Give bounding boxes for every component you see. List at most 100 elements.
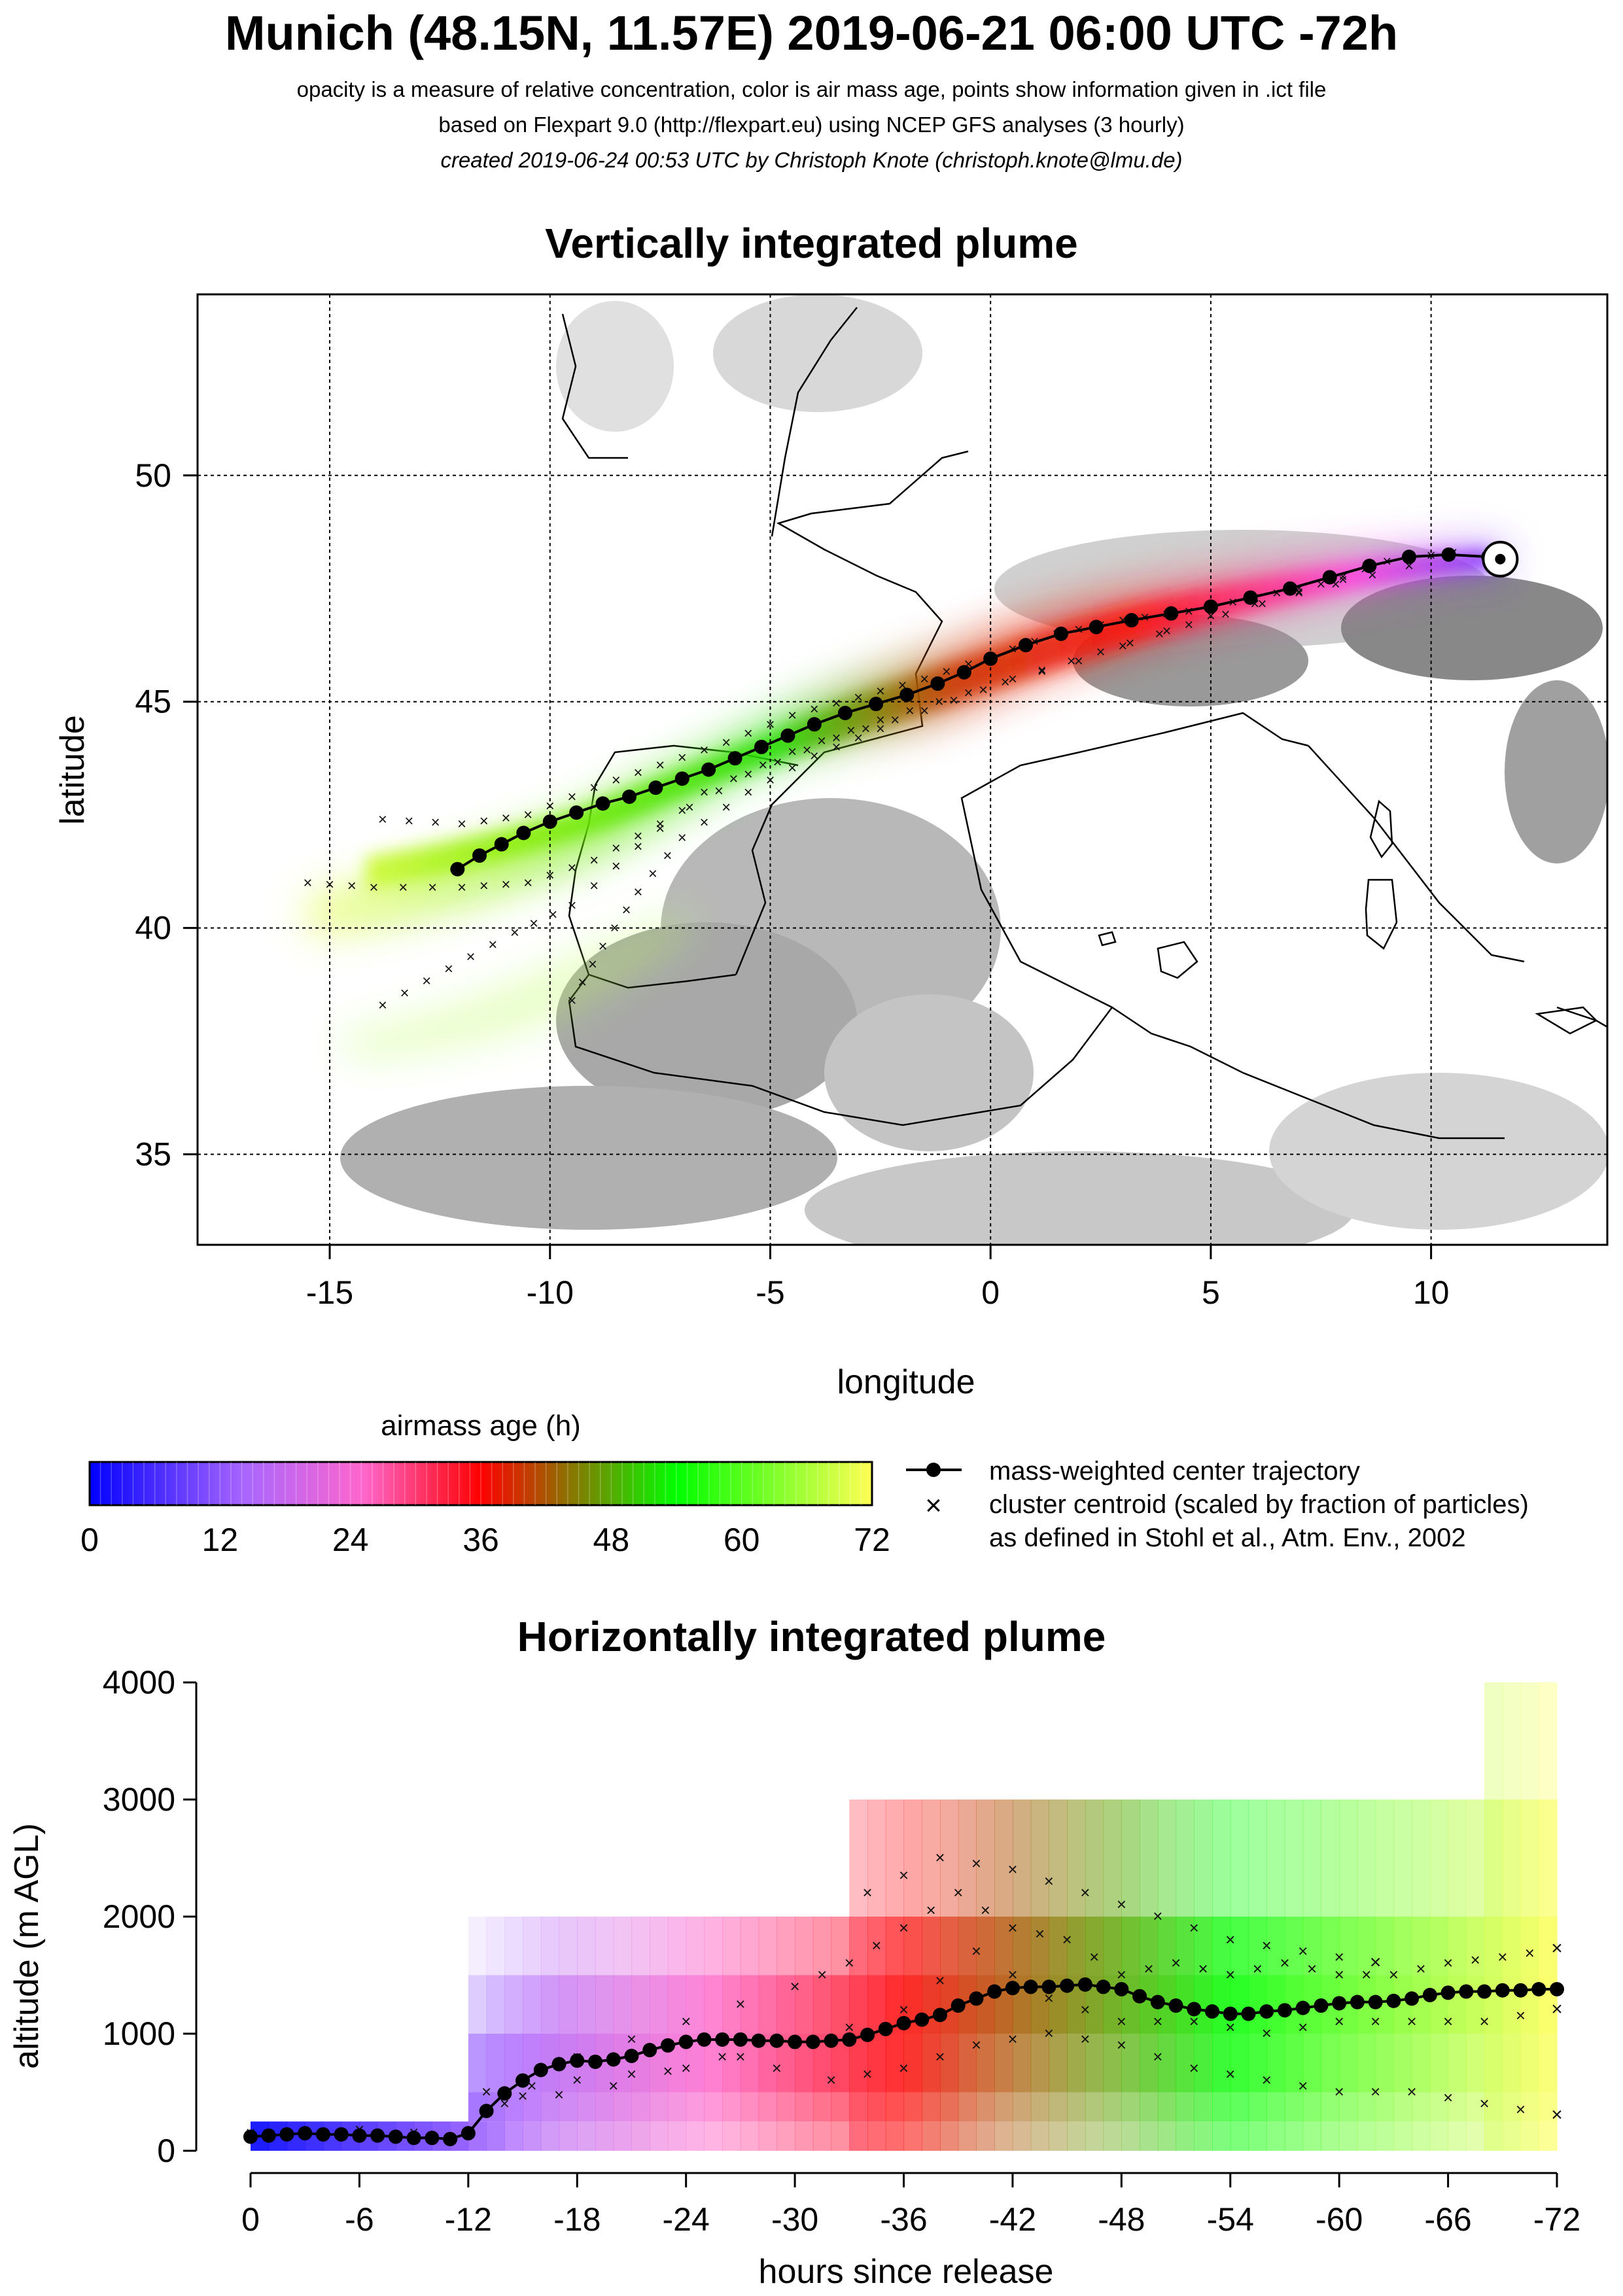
cluster-centroid-mark: ×: [648, 865, 657, 883]
plume-density-cell: [994, 2034, 1013, 2093]
vertical-x-tick-label: -60: [1316, 2201, 1363, 2238]
vertical-y-tick-label: 0: [157, 2132, 175, 2169]
vertical-trajectory-point: [243, 2129, 258, 2144]
vertical-trajectory-point: [406, 2131, 421, 2146]
vertical-cluster-mark: ×: [718, 2047, 727, 2066]
plume-density-cell: [686, 2092, 705, 2122]
plume-density-cell: [1502, 1682, 1522, 1800]
vertical-x-tick-label: -12: [445, 2201, 492, 2238]
plume-density-cell: [1266, 2034, 1285, 2093]
vertical-trajectory-point: [878, 2021, 893, 2036]
cluster-centroid-mark: ×: [599, 937, 608, 955]
colorbar-tick-label: 0: [80, 1522, 99, 1558]
cluster-centroid-mark: ×: [325, 876, 334, 894]
vertical-trajectory-point: [461, 2126, 476, 2141]
plume-density-cell: [976, 1800, 995, 1917]
plume-density-cell: [758, 2121, 777, 2151]
plume-density-cell: [795, 2092, 814, 2122]
plume-density-cell: [1429, 1917, 1449, 1975]
plume-density-cell: [468, 2034, 487, 2093]
plume-density-cell: [486, 2034, 505, 2093]
plume-density-cell: [1157, 2034, 1177, 2093]
plume-density-cell: [976, 2034, 995, 2093]
vertical-cluster-mark: ×: [1335, 1965, 1344, 1985]
colorbar-ticks: 0 12 24 36 48 60 72: [80, 1522, 890, 1558]
cluster-centroid-mark: ×: [610, 920, 620, 937]
plume-density-cell: [1448, 2092, 1467, 2122]
plume-density-cell: [958, 2121, 977, 2151]
plume-density-cell: [1248, 1800, 1267, 1917]
plume-density-cell: [849, 1800, 868, 1917]
plume-density-cell: [1194, 1800, 1213, 1917]
vertical-trajectory-point: [1223, 2006, 1238, 2021]
plume-density-cell: [686, 1917, 705, 1975]
vertical-trajectory-point: [1187, 2002, 1202, 2017]
vertical-cluster-mark: ×: [735, 2047, 745, 2066]
vertical-cluster-mark: ×: [627, 2029, 637, 2049]
vertical-cluster-mark: ×: [1253, 1959, 1263, 1979]
plume-density-cell: [1157, 1800, 1177, 1917]
plume-density-cell: [1067, 1800, 1086, 1917]
vertical-cluster-mark: ×: [554, 2085, 564, 2104]
cluster-centroid-mark: ×: [567, 788, 576, 806]
colorbar-tick-label: 24: [332, 1522, 369, 1558]
vertical-trajectory-point: [1259, 2004, 1274, 2019]
plume-density-cell: [1393, 2121, 1412, 2151]
plume-density-cell: [1339, 2092, 1358, 2122]
cluster-centroid-mark: ×: [655, 757, 665, 774]
map-x-tick-label: -5: [756, 1274, 784, 1311]
cluster-centroid-mark: ×: [831, 729, 841, 747]
plume-density-cell: [686, 1975, 705, 2034]
vertical-trajectory-point: [751, 2033, 766, 2048]
plume-density-cell: [777, 1917, 795, 1975]
center-trajectory-point: [595, 796, 610, 811]
plume-density-cell: [885, 1800, 905, 1917]
plume-density-cell: [885, 2034, 905, 2093]
cluster-centroid-mark: ×: [722, 734, 731, 752]
plume-density-cell: [812, 2121, 832, 2151]
vertical-cluster-mark: ×: [608, 2076, 618, 2096]
vertical-cluster-mark: ×: [1225, 1965, 1235, 1985]
plume-density-cell: [1429, 1975, 1449, 2034]
vertical-x-tick-label: 0: [241, 2201, 260, 2238]
vertical-trajectory-point: [1241, 2006, 1256, 2021]
plume-density-cell: [540, 2092, 560, 2122]
plume-density-cell: [922, 1917, 941, 1975]
release-point-marker: [1482, 540, 1519, 578]
plume-density-cell: [1103, 2121, 1122, 2151]
plume-swath: [307, 546, 1505, 1060]
vertical-cluster-mark: ×: [1189, 2059, 1199, 2078]
plume-density-cell: [1502, 2034, 1522, 2093]
plume-density-cell: [1176, 2034, 1195, 2093]
plume-density-cell: [777, 1975, 795, 2034]
plume-density-cell: [922, 1800, 941, 1917]
plume-density-cell: [631, 1917, 650, 1975]
center-trajectory-point: [1019, 638, 1034, 653]
cluster-centroid-mark: ×: [699, 784, 708, 801]
vertical-trajectory-point: [1023, 1979, 1038, 1994]
plume-density-cell: [1339, 1800, 1358, 1917]
islands: [1098, 799, 1598, 1035]
cluster-centroid-mark: ×: [773, 754, 782, 771]
plume-density-cell: [613, 2092, 633, 2122]
vertical-cluster-mark: ×: [572, 2070, 582, 2090]
plume-density-cell: [1302, 2034, 1322, 2093]
cluster-centroid-mark: ×: [404, 812, 413, 830]
vertical-cluster-mark: ×: [1117, 2011, 1126, 2031]
cluster-centroid-mark: ×: [378, 996, 387, 1014]
vertical-cluster-mark: ×: [1479, 2093, 1489, 2113]
subtitle-opacity: opacity is a measure of relative concent…: [296, 77, 1327, 101]
plume-density-cell: [1248, 1975, 1267, 2034]
release-point-dot: [1495, 553, 1506, 565]
plume-density-cell: [1520, 1682, 1539, 1800]
cluster-centroid-mark: ×: [765, 772, 775, 790]
plume-density-cell: [595, 2121, 614, 2151]
vertical-trajectory-point: [697, 2032, 712, 2047]
plume-density-cell: [795, 1975, 814, 2034]
plume-density-cell: [577, 1975, 596, 2034]
plume-density-cell: [650, 2092, 669, 2122]
cluster-centroid-mark: ×: [846, 722, 856, 740]
plume-density-cell: [667, 1975, 687, 2034]
center-trajectory-point: [1203, 599, 1218, 614]
plume-density-cell: [1212, 2121, 1231, 2151]
